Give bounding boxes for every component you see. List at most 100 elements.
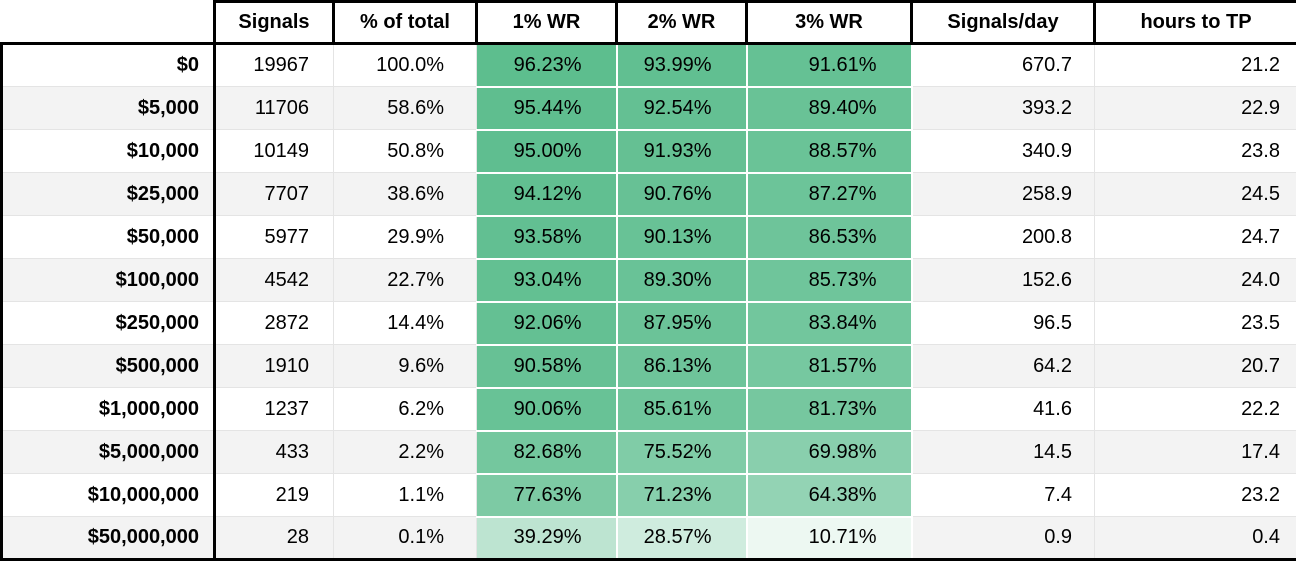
signals-per-day-cell: 7.4 <box>912 474 1095 517</box>
pct-of-total-cell: 1.1% <box>334 474 477 517</box>
signals-per-day-cell: 41.6 <box>912 388 1095 431</box>
signals-per-day-cell: 0.9 <box>912 517 1095 560</box>
signals-cell: 433 <box>215 431 334 474</box>
wr-2pct-cell: 28.57% <box>617 517 747 560</box>
wr-3pct-cell: 87.27% <box>747 173 912 216</box>
col-header-pct-of-total: % of total <box>334 2 477 44</box>
row-label: $5,000,000 <box>2 431 215 474</box>
wr-2pct-cell: 92.54% <box>617 87 747 130</box>
signals-cell: 10149 <box>215 130 334 173</box>
signals-cell: 1910 <box>215 345 334 388</box>
signals-cell: 7707 <box>215 173 334 216</box>
signals-cell: 2872 <box>215 302 334 345</box>
row-label: $500,000 <box>2 345 215 388</box>
pct-of-total-cell: 38.6% <box>334 173 477 216</box>
signals-per-day-cell: 340.9 <box>912 130 1095 173</box>
wr-3pct-cell: 89.40% <box>747 87 912 130</box>
signals-per-day-cell: 96.5 <box>912 302 1095 345</box>
col-header-2pct-wr: 2% WR <box>617 2 747 44</box>
pct-of-total-cell: 9.6% <box>334 345 477 388</box>
wr-2pct-cell: 89.30% <box>617 259 747 302</box>
header-row: Signals % of total 1% WR 2% WR 3% WR Sig… <box>2 2 1296 44</box>
hours-to-tp-cell: 0.4 <box>1095 517 1296 560</box>
hours-to-tp-cell: 23.2 <box>1095 474 1296 517</box>
signals-per-day-cell: 393.2 <box>912 87 1095 130</box>
corner-cell <box>2 2 215 44</box>
col-header-signals: Signals <box>215 2 334 44</box>
wr-1pct-cell: 39.29% <box>477 517 617 560</box>
wr-2pct-cell: 93.99% <box>617 44 747 87</box>
row-label: $1,000,000 <box>2 388 215 431</box>
signals-per-day-cell: 14.5 <box>912 431 1095 474</box>
hours-to-tp-cell: 20.7 <box>1095 345 1296 388</box>
wr-2pct-cell: 87.95% <box>617 302 747 345</box>
wr-2pct-cell: 71.23% <box>617 474 747 517</box>
signals-cell: 4542 <box>215 259 334 302</box>
hours-to-tp-cell: 22.2 <box>1095 388 1296 431</box>
wr-3pct-cell: 86.53% <box>747 216 912 259</box>
row-label: $250,000 <box>2 302 215 345</box>
wr-1pct-cell: 77.63% <box>477 474 617 517</box>
pct-of-total-cell: 58.6% <box>334 87 477 130</box>
row-label: $10,000 <box>2 130 215 173</box>
signals-per-day-cell: 64.2 <box>912 345 1095 388</box>
hours-to-tp-cell: 22.9 <box>1095 87 1296 130</box>
signals-per-day-cell: 258.9 <box>912 173 1095 216</box>
signals-cell: 19967 <box>215 44 334 87</box>
hours-to-tp-cell: 17.4 <box>1095 431 1296 474</box>
signals-cell: 1237 <box>215 388 334 431</box>
wr-2pct-cell: 85.61% <box>617 388 747 431</box>
wr-3pct-cell: 81.73% <box>747 388 912 431</box>
row-label: $0 <box>2 44 215 87</box>
pct-of-total-cell: 14.4% <box>334 302 477 345</box>
row-label: $50,000,000 <box>2 517 215 560</box>
wr-3pct-cell: 69.98% <box>747 431 912 474</box>
wr-2pct-cell: 90.76% <box>617 173 747 216</box>
pct-of-total-cell: 0.1% <box>334 517 477 560</box>
signals-per-day-cell: 152.6 <box>912 259 1095 302</box>
wr-1pct-cell: 94.12% <box>477 173 617 216</box>
wr-1pct-cell: 95.00% <box>477 130 617 173</box>
pct-of-total-cell: 6.2% <box>334 388 477 431</box>
row-label: $100,000 <box>2 259 215 302</box>
col-header-signals-per-day: Signals/day <box>912 2 1095 44</box>
wr-1pct-cell: 96.23% <box>477 44 617 87</box>
pct-of-total-cell: 22.7% <box>334 259 477 302</box>
hours-to-tp-cell: 24.5 <box>1095 173 1296 216</box>
signals-cell: 5977 <box>215 216 334 259</box>
hours-to-tp-cell: 21.2 <box>1095 44 1296 87</box>
wr-2pct-cell: 91.93% <box>617 130 747 173</box>
col-header-hours-to-tp: hours to TP <box>1095 2 1296 44</box>
wr-3pct-cell: 64.38% <box>747 474 912 517</box>
pct-of-total-cell: 29.9% <box>334 216 477 259</box>
wr-1pct-cell: 90.06% <box>477 388 617 431</box>
wr-3pct-cell: 85.73% <box>747 259 912 302</box>
wr-2pct-cell: 75.52% <box>617 431 747 474</box>
pct-of-total-cell: 100.0% <box>334 44 477 87</box>
row-label: $5,000 <box>2 87 215 130</box>
hours-to-tp-cell: 24.7 <box>1095 216 1296 259</box>
row-label: $10,000,000 <box>2 474 215 517</box>
signals-per-day-cell: 670.7 <box>912 44 1095 87</box>
signals-per-day-cell: 200.8 <box>912 216 1095 259</box>
wr-3pct-cell: 83.84% <box>747 302 912 345</box>
hours-to-tp-cell: 23.5 <box>1095 302 1296 345</box>
hours-to-tp-cell: 24.0 <box>1095 259 1296 302</box>
signals-cell: 11706 <box>215 87 334 130</box>
wr-1pct-cell: 90.58% <box>477 345 617 388</box>
row-label: $25,000 <box>2 173 215 216</box>
row-label: $50,000 <box>2 216 215 259</box>
wr-3pct-cell: 81.57% <box>747 345 912 388</box>
pct-of-total-cell: 2.2% <box>334 431 477 474</box>
